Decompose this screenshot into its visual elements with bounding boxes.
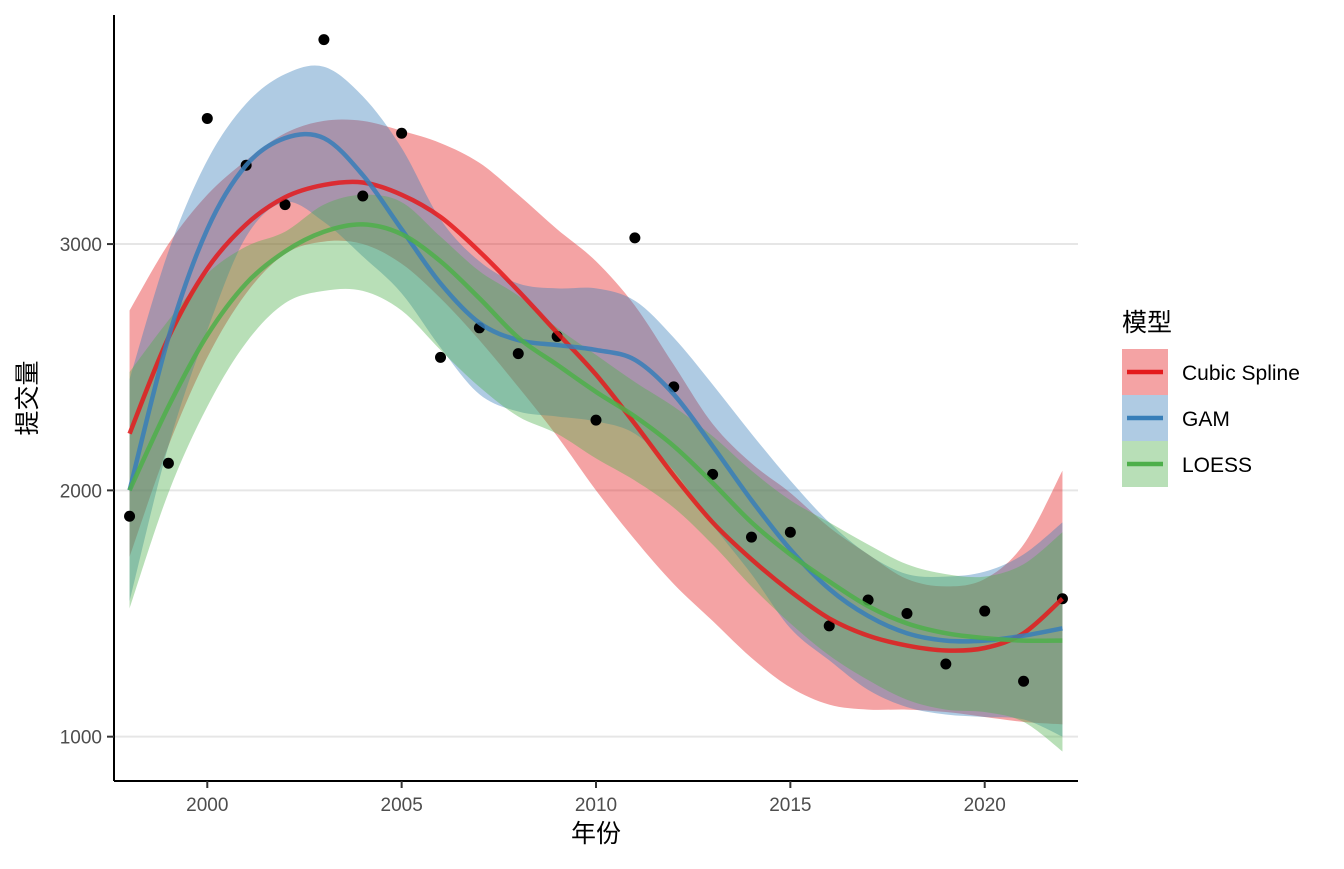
band-loess [129, 194, 1063, 752]
legend: 模型 Cubic Spline GAM LOESS [1122, 309, 1300, 487]
y-axis-title: 提交量 [14, 360, 42, 435]
legend-title: 模型 [1122, 309, 1172, 337]
line-loess [127, 222, 1063, 644]
data-point [357, 190, 369, 202]
data-point [124, 510, 136, 522]
fit-lines [127, 131, 1064, 653]
legend-label-loess: LOESS [1182, 454, 1252, 477]
y-tick-label: 1000 [60, 728, 102, 749]
line-gam [127, 131, 1063, 644]
data-point [629, 232, 641, 244]
axes: 2000 2005 2010 2015 2020 1000 2000 3000 年份 提交量 [14, 15, 1078, 848]
data-point [435, 351, 447, 363]
x-tick-label: 2010 [575, 795, 617, 816]
y-tick-label: 2000 [60, 481, 102, 502]
band-gam [129, 65, 1063, 737]
data-point [279, 199, 291, 211]
x-tick-label: 2000 [186, 795, 228, 816]
y-tick-label: 3000 [60, 235, 102, 256]
data-point [590, 414, 602, 426]
data-point [162, 457, 174, 469]
data-point [707, 468, 719, 480]
data-point [201, 112, 213, 124]
data-point [318, 34, 330, 46]
x-tick-label: 2020 [964, 795, 1006, 816]
data-point [1018, 675, 1030, 687]
data-point [745, 531, 757, 543]
data-point [901, 608, 913, 620]
x-axis-title: 年份 [571, 820, 621, 848]
x-tick-label: 2015 [769, 795, 811, 816]
data-point [823, 620, 835, 632]
data-point [784, 526, 796, 538]
data-point [396, 127, 408, 139]
line-cubic-spline [127, 179, 1064, 653]
data-point [940, 658, 952, 670]
grid-lines [114, 243, 1078, 738]
data-point [979, 605, 991, 617]
legend-label-cubic-spline: Cubic Spline [1182, 362, 1300, 385]
legend-label-gam: GAM [1182, 408, 1230, 431]
x-tick-label: 2005 [381, 795, 423, 816]
data-point [512, 348, 524, 360]
